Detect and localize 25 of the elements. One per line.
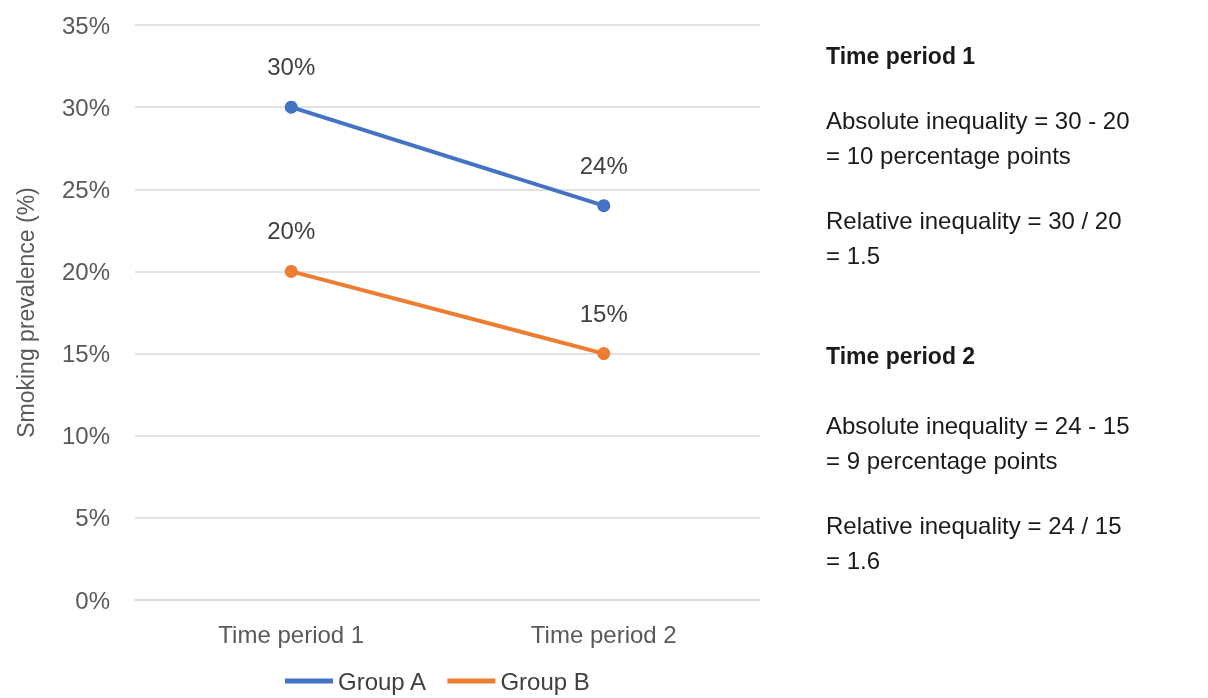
y-axis-title: Smoking prevalence (%): [12, 187, 39, 438]
y-tick-label: 15%: [61, 340, 110, 368]
y-tick-label: 0%: [75, 586, 110, 614]
data-label: 20%: [267, 217, 316, 245]
point: [284, 100, 298, 114]
text: Time period 1: [826, 42, 976, 69]
text: Time period 2: [826, 342, 976, 369]
text: Relative inequality = 30 / 20 = 1.5: [826, 207, 1122, 269]
legend-label: Group B: [500, 667, 590, 695]
point: [597, 347, 611, 361]
legend-label: Group A: [338, 667, 427, 695]
y-tick-label: 10%: [61, 422, 110, 450]
point: [597, 199, 611, 213]
y-tick-label: 25%: [61, 175, 110, 203]
data-label: 24%: [579, 151, 628, 179]
y-tick-label: 20%: [61, 257, 110, 285]
y-tick-label: 35%: [61, 11, 110, 39]
text: Absolute inequality = 30 - 20 = 10 percentage points: [826, 107, 1130, 169]
text: Absolute inequality = 24 - 15 = 9 percentage points: [826, 412, 1130, 474]
text: Relative inequality = 24 / 15 = 1.6: [826, 512, 1122, 574]
y-tick-label: 5%: [75, 504, 110, 532]
point: [284, 264, 298, 278]
data-label: 15%: [579, 299, 628, 327]
data-label: 30%: [267, 53, 316, 81]
y-tick-label: 30%: [61, 93, 110, 121]
